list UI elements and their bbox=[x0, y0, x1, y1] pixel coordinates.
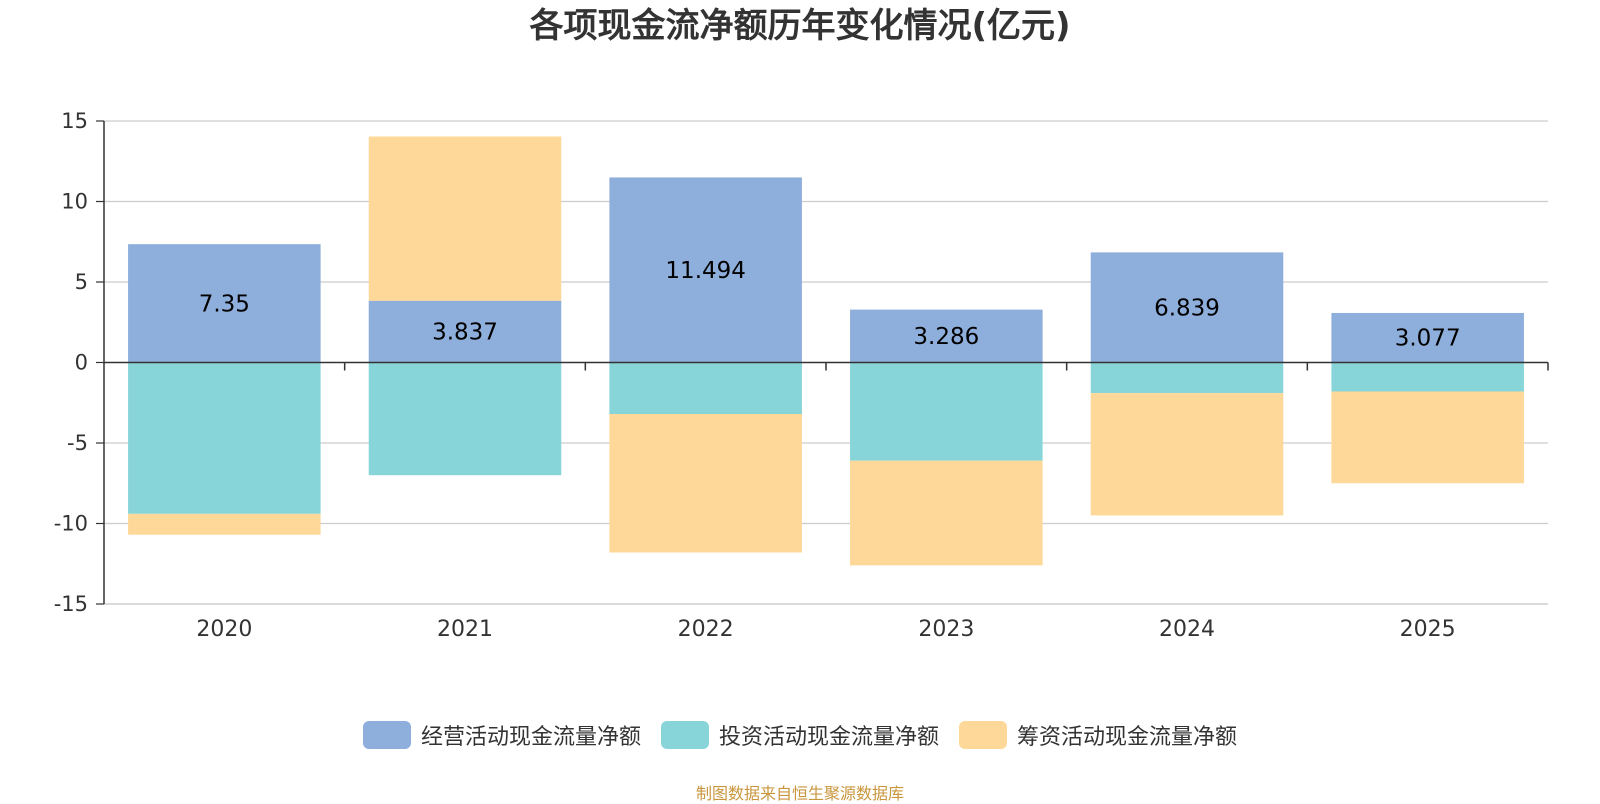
legend-swatch-financing bbox=[959, 721, 1007, 749]
bar-operating-2025 bbox=[1331, 312, 1524, 363]
bar-operating-2022 bbox=[609, 177, 802, 363]
legend-swatch-investing bbox=[660, 721, 709, 749]
legend-swatch-operating bbox=[362, 721, 411, 749]
bar-operating-2024 bbox=[1090, 252, 1284, 363]
bar-operating-2021 bbox=[368, 300, 562, 363]
bar-financing-2020 bbox=[128, 513, 321, 535]
chart-title: 各项现金流净额历年变化情况(亿元) bbox=[529, 6, 1071, 46]
y-tick-label: -15 bbox=[54, 592, 88, 616]
bar-operating-2023 bbox=[850, 309, 1043, 363]
legend-item-financing[interactable]: 筹资活动现金流量净额 bbox=[959, 719, 1237, 751]
legend-item-investing[interactable]: 投资活动现金流量净额 bbox=[660, 719, 939, 751]
bar-investing-2020 bbox=[128, 362, 321, 514]
bar-investing-2024 bbox=[1090, 362, 1284, 394]
axes: 15 10 5 0 -5 -10 -15 2020 2021 2022 2023 2024 2025 bbox=[54, 109, 1549, 642]
bar-investing-2022 bbox=[609, 362, 802, 415]
legend: 经营活动现金流量净额 投资活动现金流量净额 筹资活动现金流量净额 bbox=[0, 719, 1600, 751]
bar-financing-2021 bbox=[368, 136, 562, 301]
bar-financing-2022 bbox=[609, 414, 802, 553]
y-tick-label: 10 bbox=[61, 190, 88, 214]
bar-investing-2023 bbox=[850, 362, 1043, 461]
x-tick-label: 2024 bbox=[1159, 617, 1215, 642]
data-labels: 7.35 3.837 11.494 3.286 6.839 3.077 bbox=[199, 258, 1461, 352]
legend-label-investing: 投资活动现金流量净额 bbox=[718, 725, 939, 750]
y-tick-label: 0 bbox=[75, 351, 88, 375]
bars bbox=[128, 136, 1524, 566]
data-label-2022: 11.494 bbox=[665, 258, 745, 284]
data-label-2021: 3.837 bbox=[432, 320, 498, 346]
y-tick-label: -5 bbox=[67, 431, 88, 455]
x-tick-label: 2025 bbox=[1400, 617, 1456, 642]
source-note: 制图数据来自恒生聚源数据库 bbox=[695, 784, 904, 803]
y-tick-label: 5 bbox=[75, 270, 88, 294]
data-label-2024: 6.839 bbox=[1154, 295, 1220, 321]
y-tick-label: -10 bbox=[54, 512, 88, 536]
bar-investing-2025 bbox=[1331, 362, 1524, 392]
y-tick-label: 15 bbox=[61, 109, 88, 133]
legend-item-operating[interactable]: 经营活动现金流量净额 bbox=[362, 719, 641, 751]
chart-canvas: 15 10 5 0 -5 -10 -15 2020 2021 2022 2023 2024 2025 7… bbox=[54, 109, 1549, 642]
bar-financing-2024 bbox=[1090, 393, 1284, 516]
grid-lines bbox=[104, 120, 1548, 605]
x-tick-label: 2020 bbox=[196, 617, 252, 642]
bar-operating-2020 bbox=[128, 244, 321, 363]
bar-financing-2025 bbox=[1331, 391, 1524, 484]
legend-label-financing: 筹资活动现金流量净额 bbox=[1017, 725, 1238, 750]
x-tick-label: 2021 bbox=[437, 617, 493, 642]
bar-financing-2023 bbox=[850, 460, 1043, 566]
data-label-2023: 3.286 bbox=[913, 324, 979, 350]
data-label-2025: 3.077 bbox=[1395, 326, 1461, 352]
legend-label-operating: 经营活动现金流量净额 bbox=[420, 725, 641, 750]
data-label-2020: 7.35 bbox=[199, 291, 250, 317]
x-tick-label: 2023 bbox=[918, 617, 974, 642]
x-tick-label: 2022 bbox=[678, 617, 734, 642]
bar-investing-2021 bbox=[368, 362, 562, 476]
